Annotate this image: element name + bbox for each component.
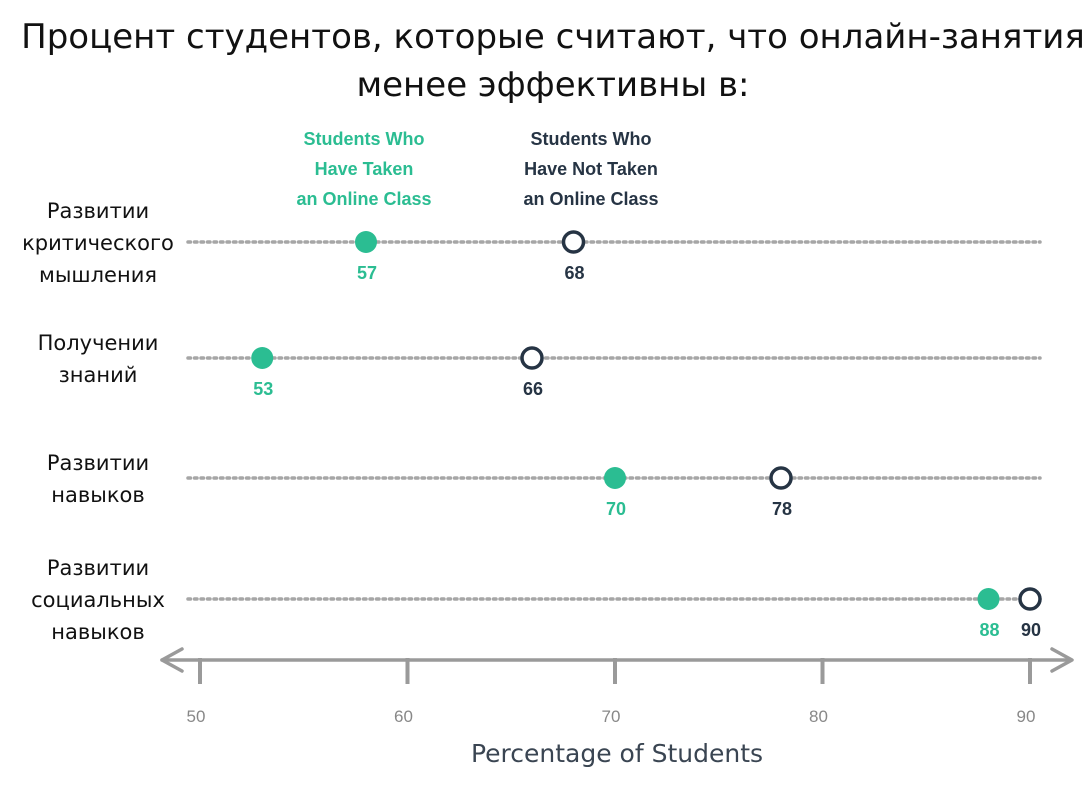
- point-series-1-row-4: [977, 588, 1000, 610]
- x-axis-label: Percentage of Students: [471, 739, 763, 768]
- category-label-3-line-1: Развитии: [47, 451, 149, 475]
- point-series-1-row-1: [355, 231, 377, 253]
- x-axis-left-arrow: [160, 647, 184, 673]
- legend-entry-2-line-1: Students Who: [531, 129, 652, 149]
- value-label-series-2-row-1: 68: [564, 263, 584, 283]
- x-axis-right-arrow: [1050, 647, 1074, 673]
- x-tick-label-4: 80: [809, 707, 828, 726]
- category-rows: Развитии критического мышления Получении зна…: [22, 199, 1042, 644]
- legend: Students Who Have Taken an Online Class Stu…: [296, 129, 658, 209]
- value-label-series-2-row-3: 78: [772, 499, 792, 519]
- value-label-series-1-row-3: 70: [606, 499, 626, 519]
- category-label-1-line-2: критического: [22, 231, 174, 255]
- x-axis: 50 60 70 80 90: [160, 647, 1074, 726]
- point-series-2-row-4: [1018, 587, 1042, 611]
- value-label-series-1-row-1: 57: [357, 263, 377, 283]
- legend-entry-2-line-3: an Online Class: [523, 189, 658, 209]
- value-label-series-2-row-2: 66: [523, 379, 543, 399]
- legend-entry-2-line-2: Have Not Taken: [524, 159, 658, 179]
- point-series-2-row-1: [561, 230, 586, 254]
- value-label-series-2-row-4: 90: [1021, 620, 1041, 640]
- category-label-2-line-2: знаний: [59, 363, 138, 387]
- point-series-2-row-2: [520, 346, 544, 370]
- chart-title: Процент студентов, которые считают, что …: [21, 17, 1085, 105]
- point-series-1-row-2: [251, 347, 274, 369]
- x-tick-label-1: 50: [187, 707, 206, 726]
- x-tick-label-3: 70: [602, 707, 621, 726]
- legend-entry-1-line-3: an Online Class: [296, 189, 431, 209]
- x-tick-label-5: 90: [1017, 707, 1036, 726]
- point-series-1-row-3: [604, 467, 626, 489]
- value-label-series-1-row-2: 53: [253, 379, 273, 399]
- category-label-4-line-3: навыков: [51, 620, 144, 644]
- category-label-4-line-1: Развитии: [47, 556, 149, 580]
- category-label-4-line-2: социальных: [31, 588, 165, 612]
- value-label-series-1-row-4: 88: [979, 620, 999, 640]
- legend-entry-1-line-2: Have Taken: [315, 159, 414, 179]
- point-series-2-row-3: [769, 466, 793, 490]
- category-label-1-line-1: Развитии: [47, 199, 149, 223]
- chart-title-line-1: Процент студентов, которые считают, что …: [21, 17, 1085, 57]
- category-label-1-line-3: мышления: [39, 263, 157, 287]
- category-label-3-line-2: навыков: [51, 483, 144, 507]
- chart-title-line-2: менее эффективны в:: [356, 65, 749, 105]
- x-tick-label-2: 60: [394, 707, 413, 726]
- legend-entry-1-line-1: Students Who: [304, 129, 425, 149]
- category-label-2-line-1: Получении: [38, 331, 159, 355]
